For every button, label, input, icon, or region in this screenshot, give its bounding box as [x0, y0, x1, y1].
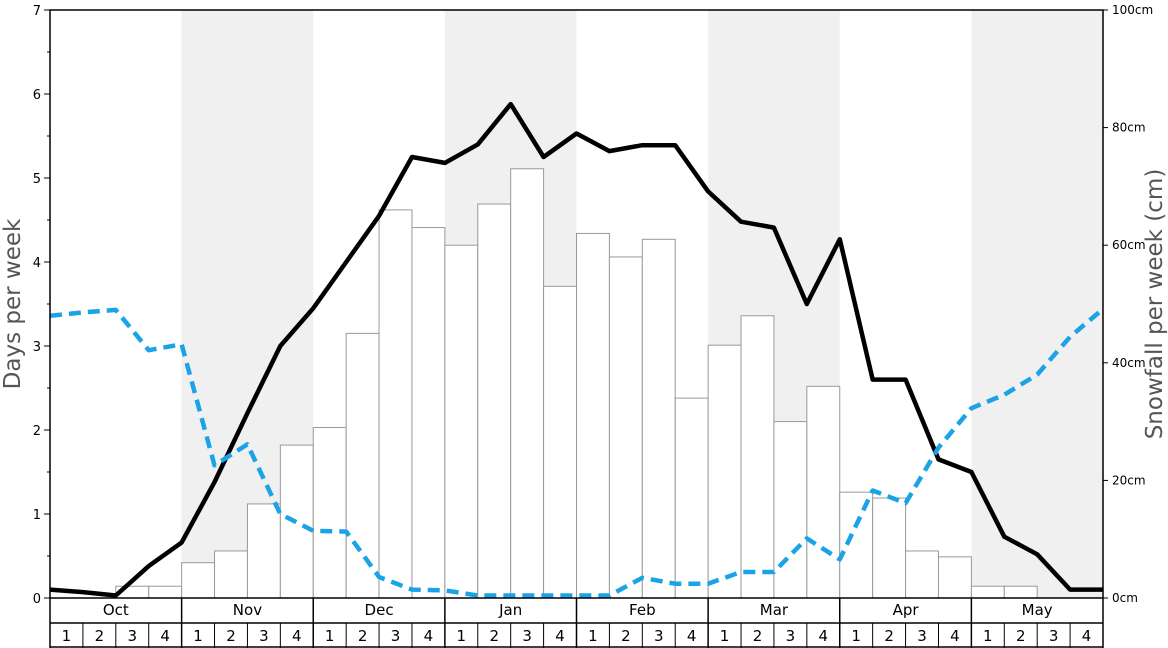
month-label-may: May — [1022, 601, 1053, 619]
snowfall-bar — [510, 168, 545, 599]
month-label-mar: Mar — [760, 601, 789, 619]
week-label: 2 — [95, 627, 105, 645]
week-label: 4 — [424, 627, 434, 645]
week-label: 4 — [1082, 627, 1092, 645]
snowfall-bar — [576, 232, 610, 599]
week-label: 3 — [127, 627, 137, 645]
left-tick-label: 0 — [33, 592, 41, 607]
week-label: 3 — [391, 627, 401, 645]
snowfall-bar — [839, 491, 874, 599]
snowfall-bar — [543, 285, 577, 599]
left-tick-label: 2 — [33, 424, 41, 439]
week-label: 4 — [819, 627, 829, 645]
week-label: 2 — [884, 627, 894, 645]
month-label-oct: Oct — [103, 601, 129, 619]
week-label: 1 — [325, 627, 335, 645]
left-tick-label: 4 — [33, 256, 41, 271]
month-shade-may — [971, 10, 1103, 598]
snowfall-bar — [674, 397, 709, 599]
week-label: 2 — [621, 627, 631, 645]
snowfall-bar — [608, 256, 643, 599]
snowfall-bar — [411, 227, 446, 599]
month-label-nov: Nov — [233, 601, 262, 619]
week-label: 1 — [851, 627, 861, 645]
x-axis: Oct 1 2 3 4 Nov 1 2 3 4 Dec 1 2 3 4 Jan 1 2 3 4 Feb 1 2 3 4 Mar 1 2… — [49, 598, 1104, 648]
left-tick-label: 3 — [33, 340, 41, 355]
snowfall-bar — [806, 385, 841, 599]
snowfall-bar — [970, 585, 1005, 599]
week-label: 3 — [259, 627, 269, 645]
left-tick-label: 5 — [33, 172, 41, 187]
snowfall-bar — [937, 556, 972, 599]
right-tick-label: 20cm — [1112, 473, 1146, 487]
week-label: 1 — [62, 627, 72, 645]
week-label: 2 — [753, 627, 763, 645]
week-label: 2 — [358, 627, 368, 645]
snowfall-bars — [115, 168, 1038, 599]
week-label: 1 — [983, 627, 993, 645]
right-tick-label: 80cm — [1112, 121, 1146, 135]
week-label: 4 — [292, 627, 302, 645]
month-label-feb: Feb — [629, 601, 656, 619]
snowfall-bar — [148, 585, 183, 599]
snowfall-bar — [477, 203, 512, 599]
week-label: 1 — [193, 627, 203, 645]
week-label: 3 — [917, 627, 927, 645]
week-label: 1 — [457, 627, 467, 645]
snowfall-bar — [279, 444, 314, 599]
right-tick-label: 60cm — [1112, 238, 1146, 252]
snowfall-bar — [872, 497, 907, 599]
week-label: 4 — [687, 627, 697, 645]
week-label: 2 — [1016, 627, 1026, 645]
snowfall-bar — [444, 244, 479, 599]
snowfall-bar — [312, 426, 347, 599]
right-tick-label: 100cm — [1112, 3, 1153, 17]
right-axis: 0cm 20cm 40cm 60cm 80cm 100cm — [1103, 3, 1153, 605]
snowfall-bar — [345, 332, 380, 599]
left-tick-label: 7 — [33, 4, 41, 19]
week-label: 3 — [786, 627, 796, 645]
week-label: 1 — [588, 627, 598, 645]
left-axis-title: Days per week — [0, 218, 26, 389]
snowfall-bar — [641, 238, 676, 599]
snowfall-bar — [1003, 585, 1038, 599]
right-tick-label: 40cm — [1112, 356, 1146, 370]
week-label: 3 — [654, 627, 664, 645]
month-label-dec: Dec — [365, 601, 394, 619]
left-tick-label: 1 — [33, 508, 41, 523]
snowfall-bar — [707, 344, 742, 599]
right-tick-label: 0cm — [1112, 591, 1138, 605]
month-label-jan: Jan — [498, 601, 522, 619]
snowfall-bar — [740, 315, 775, 599]
snowfall-bar — [378, 209, 413, 599]
snowfall-bar — [246, 503, 281, 599]
right-axis-title: Snowfall per week (cm) — [1142, 169, 1168, 440]
snowfall-bar — [214, 550, 248, 599]
week-label: 2 — [226, 627, 236, 645]
left-axis: 0 1 2 3 4 5 6 7 — [33, 4, 50, 607]
week-label: 3 — [522, 627, 532, 645]
week-label: 1 — [720, 627, 730, 645]
snowfall-bar — [773, 421, 808, 599]
week-label: 3 — [1049, 627, 1059, 645]
week-label: 4 — [160, 627, 170, 645]
month-label-apr: Apr — [893, 601, 920, 619]
dashed-line-series — [49, 307, 1105, 598]
week-label: 2 — [489, 627, 499, 645]
snowfall-bar — [181, 562, 216, 599]
snowfall-bar — [905, 550, 939, 599]
week-label: 4 — [950, 627, 960, 645]
week-label: 4 — [555, 627, 565, 645]
day-lines — [49, 101, 1105, 598]
left-tick-label: 6 — [33, 88, 41, 103]
